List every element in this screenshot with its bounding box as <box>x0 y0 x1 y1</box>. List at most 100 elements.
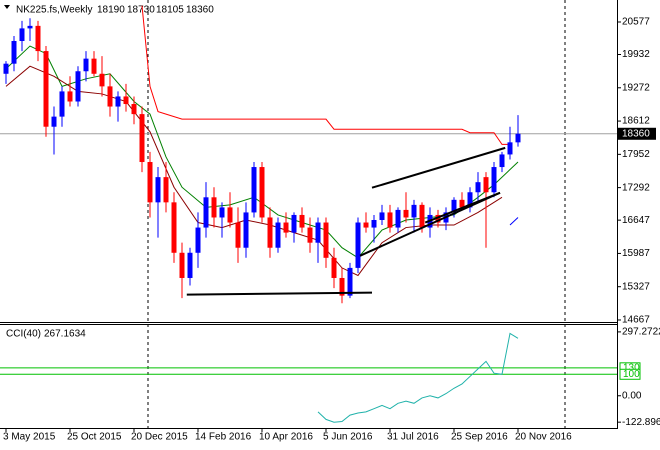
indicator-value: 267.1634 <box>44 329 86 340</box>
y-tick-label: 17292 <box>622 182 650 193</box>
y-tick-label: 16647 <box>622 215 650 226</box>
candle-body <box>307 227 313 243</box>
candle-body <box>171 202 177 253</box>
candle-body <box>363 222 369 228</box>
candle-body <box>131 104 137 115</box>
level-label: 100 <box>623 369 640 380</box>
overlay-line <box>509 217 519 226</box>
candle-body <box>235 222 241 248</box>
candle-body <box>395 209 401 228</box>
candle-body <box>435 214 441 223</box>
header-low: 18105 <box>156 5 184 16</box>
candle-body <box>467 192 473 208</box>
trendline <box>359 191 501 257</box>
x-tick-label: 3 May 2015 <box>3 432 56 443</box>
candle-body <box>51 116 57 127</box>
candle-body <box>107 86 113 107</box>
candle-body <box>475 182 481 193</box>
candle-body <box>219 207 225 218</box>
level-box <box>619 368 641 380</box>
header-icon <box>4 5 10 9</box>
candle-body <box>43 51 49 127</box>
indicator-line <box>317 332 519 423</box>
x-tick-label: 20 Dec 2015 <box>131 432 188 443</box>
candle-body <box>187 252 193 278</box>
candle-body <box>491 167 497 193</box>
candle-body <box>243 212 249 248</box>
candle-body <box>283 222 289 233</box>
candle-body <box>339 277 345 296</box>
candle-body <box>451 199 457 213</box>
y-tick-label: 15327 <box>622 281 650 292</box>
candle-body <box>411 204 417 218</box>
x-tick-label: 10 Apr 2016 <box>259 432 313 443</box>
x-tick-label: 25 Sep 2016 <box>451 432 508 443</box>
candle-body <box>67 91 73 102</box>
candle-body <box>155 177 161 203</box>
candle-body <box>499 154 505 168</box>
current-price-label: 18360 <box>622 128 650 139</box>
candle-body <box>387 212 393 228</box>
current-price-box <box>618 127 656 140</box>
x-tick-label: 20 Nov 2016 <box>515 432 572 443</box>
candle-body <box>355 222 361 268</box>
candle-body <box>251 167 257 213</box>
y-tick-label: 19932 <box>622 49 650 60</box>
candle-body <box>179 252 185 278</box>
candle-body <box>299 214 305 228</box>
candle-body <box>379 212 385 220</box>
header-open: 18190 <box>97 5 125 16</box>
candle-body <box>211 197 217 218</box>
candle-body <box>323 222 329 258</box>
candle-body <box>99 73 105 87</box>
candle-body <box>35 25 41 52</box>
y-tick-label: 20577 <box>622 17 650 28</box>
candle-body <box>403 209 409 218</box>
x-tick-label: 31 Jul 2016 <box>387 432 439 443</box>
candle-body <box>371 219 377 228</box>
candle-body <box>3 63 9 74</box>
candle-body <box>507 142 513 155</box>
header-close: 18360 <box>186 5 214 16</box>
candle-body <box>459 199 465 208</box>
candle-body <box>83 58 89 72</box>
y-tick-label: 15987 <box>622 248 650 259</box>
trendline <box>424 191 501 224</box>
y-tick-label: 14667 <box>622 315 650 326</box>
candle-body <box>11 40 17 64</box>
candle-body <box>91 58 97 74</box>
candle-body <box>123 96 129 105</box>
y-tick-label: 19272 <box>622 82 650 93</box>
trendline <box>186 291 373 296</box>
chart-title: NK225.fs,Weekly <box>16 5 93 16</box>
candle-body <box>275 222 281 248</box>
candle-body <box>75 71 81 102</box>
trendline <box>371 146 506 189</box>
y-tick-label: 17952 <box>622 149 650 160</box>
candle-body <box>19 28 25 41</box>
overlay-line <box>141 5 510 145</box>
candle-body <box>203 197 209 228</box>
candle-body <box>267 217 273 248</box>
level-label: 130 <box>623 362 640 373</box>
candle-body <box>147 162 153 203</box>
candle-body <box>291 214 297 233</box>
candle-body <box>483 177 489 193</box>
candle-body <box>227 207 233 223</box>
candle-body <box>419 204 425 228</box>
y2-tick-label: -122.896 <box>622 417 660 428</box>
y-tick-label: 18612 <box>622 116 650 127</box>
candle-body <box>315 222 321 243</box>
y2-tick-label: 0.00 <box>622 390 642 401</box>
candle-body <box>347 267 353 296</box>
candle-body <box>139 114 145 163</box>
x-tick-label: 5 Jun 2016 <box>323 432 373 443</box>
candle-body <box>27 25 33 29</box>
candle-body <box>195 227 201 253</box>
candle-body <box>163 177 169 203</box>
indicator-name: CCI(40) <box>6 329 41 340</box>
x-tick-label: 14 Feb 2016 <box>195 432 252 443</box>
